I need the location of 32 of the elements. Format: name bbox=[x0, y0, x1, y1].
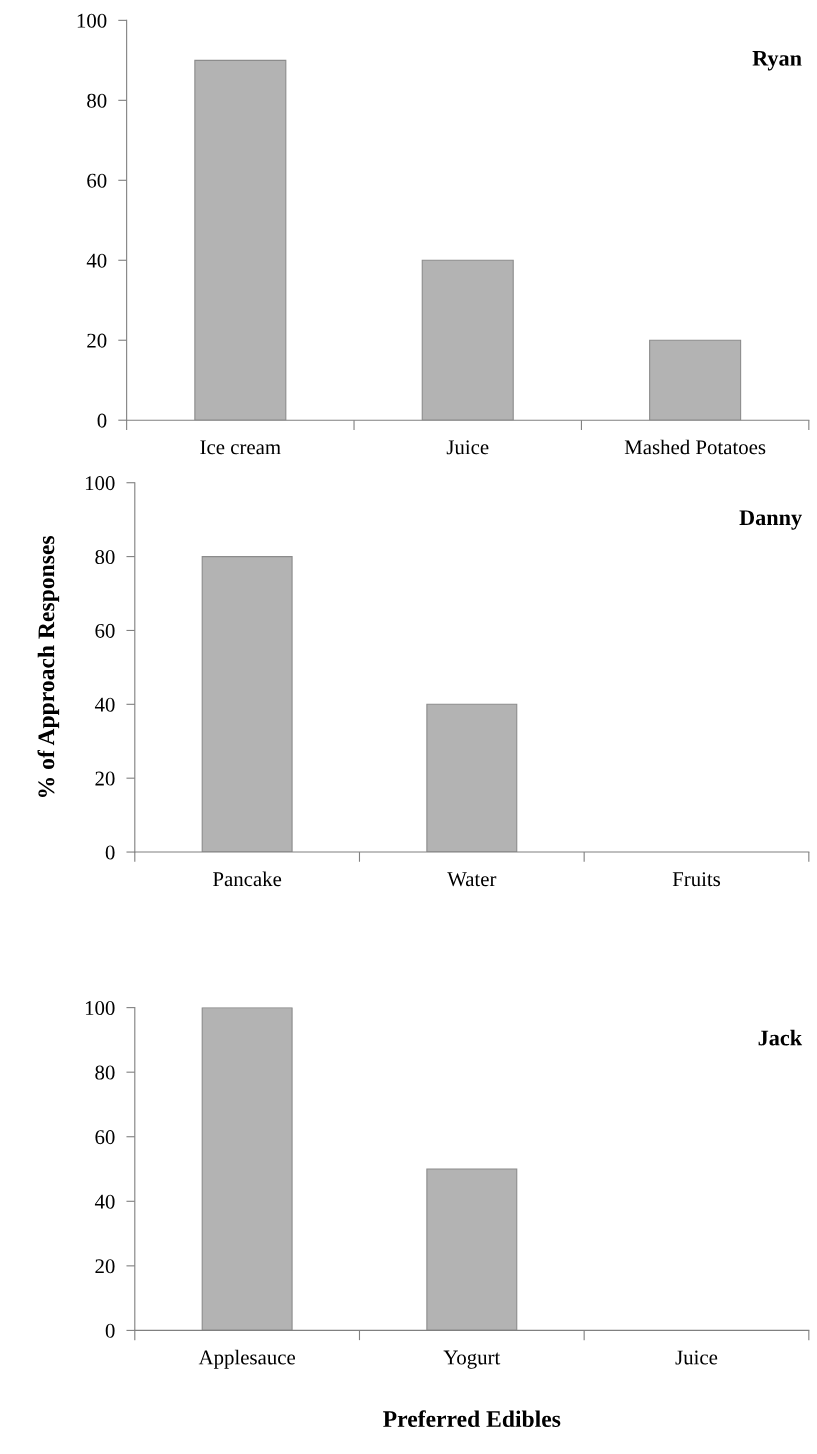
x-tick-label: Fruits bbox=[672, 872, 721, 887]
x-tick-label: Juice bbox=[675, 1350, 718, 1365]
y-tick-label: 80 bbox=[87, 93, 107, 108]
y-tick-label: 40 bbox=[94, 1194, 115, 1209]
y-tick-label: 20 bbox=[87, 333, 107, 348]
y-tick-label: 60 bbox=[95, 1130, 115, 1145]
y-tick-label: 100 bbox=[77, 13, 107, 28]
y-tick-label: 0 bbox=[97, 413, 107, 428]
y-tick-label: 100 bbox=[85, 1001, 115, 1016]
x-tick-label: Mashed Potatoes bbox=[624, 439, 766, 455]
x-tick-label: Applesauce bbox=[198, 1349, 296, 1369]
y-tick-label: 0 bbox=[105, 845, 115, 860]
x-tick-label: Pancake bbox=[213, 871, 282, 887]
y-tick-label: 60 bbox=[87, 173, 107, 188]
y-tick-label: 20 bbox=[95, 1259, 115, 1274]
y-tick-label: 20 bbox=[95, 771, 115, 786]
y-axis-title: % of Approach Responses bbox=[37, 536, 60, 797]
y-tick-label: 0 bbox=[105, 1323, 115, 1338]
x-tick-label: Yogurt bbox=[443, 1350, 501, 1369]
text: Ryan bbox=[752, 51, 802, 71]
y-tick-label: 60 bbox=[95, 623, 115, 638]
text: Jack bbox=[758, 1029, 803, 1046]
x-axis-title: Preferred Edibles bbox=[383, 1410, 561, 1428]
y-tick-label: 80 bbox=[95, 1065, 115, 1080]
x-tick-label: Ice cream bbox=[200, 440, 281, 455]
y-tick-label: 80 bbox=[95, 549, 115, 565]
x-tick-label: Water bbox=[447, 872, 497, 887]
x-tick-label: Juice bbox=[446, 440, 489, 455]
y-tick-label: 40 bbox=[94, 697, 115, 712]
y-tick-label: 100 bbox=[85, 476, 115, 491]
y-tick-label: 40 bbox=[86, 253, 107, 268]
text: Danny bbox=[739, 510, 802, 530]
